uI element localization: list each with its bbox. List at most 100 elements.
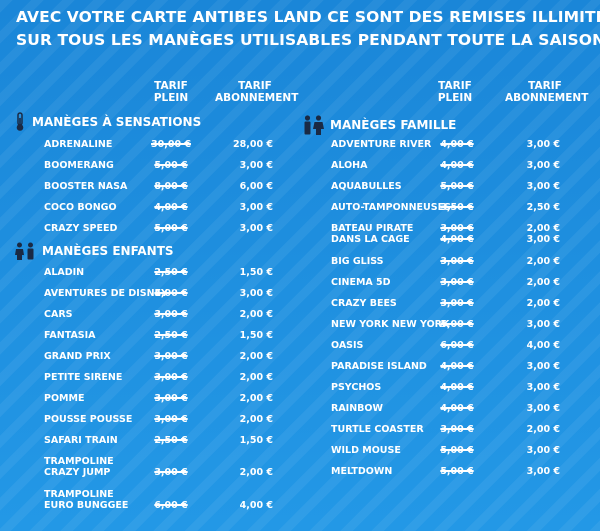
price-row: BOOMERANG 5,00 € 3,00 € — [44, 160, 273, 171]
ride-name-line: TRAMPOLINE — [44, 489, 114, 500]
ride-name: RAINBOW — [331, 403, 383, 414]
header-line-2: SUR TOUS LES MANÈGES UTILISABLES PENDANT… — [16, 31, 600, 49]
ride-name-line: ADRENALINE — [44, 139, 113, 150]
ride-name-line: BOOMERANG — [44, 160, 114, 171]
tarif-plein-price: 8,00 € — [154, 181, 188, 192]
ride-name-line: PETITE SIRENE — [44, 372, 123, 383]
price-row: AUTO-TAMPONNEUSES 3,50 € 2,50 € — [331, 202, 560, 213]
ride-name: ALOHA — [331, 160, 367, 171]
tarif-abonnement-price: 3,00 € — [526, 160, 560, 171]
tarif-plein-price: 2,50 € — [154, 330, 188, 341]
ride-name-line: SAFARI TRAIN — [44, 435, 118, 446]
price-row: POMME 3,00 € 2,00 € — [44, 393, 273, 404]
ride-name-line: ADVENTURE RIVER — [331, 139, 432, 150]
ride-name-line: EURO BUNGGEE — [44, 500, 129, 511]
ride-name: AUTO-TAMPONNEUSES — [331, 202, 451, 213]
tarif-abonnement-price: 28,00 € — [233, 139, 273, 150]
family-icon — [302, 115, 324, 135]
ride-name: CRAZY BEES — [331, 298, 397, 309]
ride-name-line: GRAND PRIX — [44, 351, 111, 362]
tarif-abonnement-price: 3,00 € — [526, 319, 560, 330]
ride-name: BOOMERANG — [44, 160, 114, 171]
tarif-plein-price: 3,00 € — [154, 309, 188, 320]
children-icon — [14, 242, 36, 260]
tarif-abonnement-price: 3,00 € — [239, 160, 273, 171]
tarif-abonnement-price: 3,00 € — [526, 382, 560, 393]
tarif-abonnement-price: 2,00 € — [526, 277, 560, 288]
price-row: ALOHA 4,00 € 3,00 € — [331, 160, 560, 171]
ride-name: BIG GLISS — [331, 256, 384, 267]
ride-name: TRAMPOLINE CRAZY JUMP — [44, 456, 114, 478]
ride-name-line: POUSSE POUSSE — [44, 414, 133, 425]
tarif-plein-price: 4,00 € — [440, 403, 474, 414]
tarif-plein-price: 5,00 € — [154, 160, 188, 171]
price-row: TURTLE COASTER 3,00 € 2,00 € — [331, 424, 560, 435]
ride-name-line: PARADISE ISLAND — [331, 361, 427, 372]
column-header-tarif-plein-left: TARIF PLEIN — [153, 80, 189, 104]
tarif-plein-price: 5,00 € — [440, 445, 474, 456]
price-row: ADRENALINE 30,00 € 28,00 € — [44, 139, 273, 150]
ride-name: ADRENALINE — [44, 139, 112, 150]
ride-name-line: DANS LA CAGE — [331, 234, 410, 245]
tarif-abonnement-price: 3,00 € — [526, 445, 560, 456]
ride-name-line: WILD MOUSE — [331, 445, 401, 456]
ride-name: COCO BONGO — [44, 202, 117, 213]
ride-name-line: POMME — [44, 393, 85, 404]
ride-name: GRAND PRIX — [44, 351, 111, 362]
price-row: BOOSTER NASA 8,00 € 6,00 € — [44, 181, 273, 192]
price-row: POUSSE POUSSE 3,00 € 2,00 € — [44, 414, 273, 425]
price-row: CARS 3,00 € 2,00 € — [44, 309, 273, 320]
tarif-abonnement-price: 1,50 € — [239, 330, 273, 341]
tarif-abonnement-price: 3,00 € — [526, 361, 560, 372]
tarif-plein-price: 2,50 € — [154, 267, 188, 278]
ride-name: SAFARI TRAIN — [44, 435, 118, 446]
tarif-plein-price: 3,00 € — [154, 372, 188, 383]
tarif-abonnement-price: 2,50 € — [526, 202, 560, 213]
tarif-plein-price: 4,00 € — [440, 382, 474, 393]
tarif-plein-price: 5,00 € — [440, 466, 474, 477]
column-header-tarif-abonnement-right: TARIF ABONNEMENT — [505, 80, 589, 104]
tarif-abonnement-price: 2,00 € — [526, 298, 560, 309]
ride-name-line: ALADIN — [44, 267, 85, 278]
tarif-plein-price: 4,00 € — [440, 234, 474, 245]
tarif-plein-price: 4,00 € — [154, 202, 188, 213]
ride-name: ADVENTURE RIVER — [331, 139, 431, 150]
ride-name-line: TURTLE COASTER — [331, 424, 424, 435]
tarif-plein-price: 5,00 € — [440, 181, 474, 192]
ride-name: OASIS — [331, 340, 363, 351]
price-row: TRAMPOLINE EURO BUNGGEE 6,00 € 4,00 € — [44, 489, 273, 511]
tarif-abonnement-price: 3,00 € — [526, 139, 560, 150]
tarif-plein-price: 3,00 € — [154, 467, 188, 478]
tarif-abonnement-price: 3,00 € — [239, 223, 273, 234]
ride-name-line: MELTDOWN — [331, 466, 393, 477]
ride-name-line: AVENTURES DE DISNEY — [44, 288, 168, 299]
ride-name-line: CRAZY SPEED — [44, 223, 118, 234]
price-row: BATEAU PIRATE DANS LA CAGE 3,00 €2,00 €4,0… — [331, 223, 560, 245]
tarif-abonnement-price: 2,00 € — [239, 351, 273, 362]
ride-name-line: NEW YORK NEW YORK — [331, 319, 450, 330]
ride-name: POMME — [44, 393, 84, 404]
tarif-plein-price: 4,00 € — [440, 361, 474, 372]
ride-name-line: TRAMPOLINE — [44, 456, 114, 467]
price-row: ALADIN 2,50 € 1,50 € — [44, 267, 273, 278]
price-row: NEW YORK NEW YORK 5,00 € 3,00 € — [331, 319, 560, 330]
tarif-abonnement-price: 3,00 € — [526, 234, 560, 245]
price-row: CRAZY SPEED 5,00 € 3,00 € — [44, 223, 273, 234]
ride-name: AQUABULLES — [331, 181, 402, 192]
tarif-plein-price: 6,00 € — [154, 500, 188, 511]
tarif-plein-price: 30,00 € — [151, 139, 191, 150]
ride-name: MELTDOWN — [331, 466, 392, 477]
price-row: SAFARI TRAIN 2,50 € 1,50 € — [44, 435, 273, 446]
price-row: RAINBOW 4,00 € 3,00 € — [331, 403, 560, 414]
price-row: COCO BONGO 4,00 € 3,00 € — [44, 202, 273, 213]
price-row: PARADISE ISLAND 4,00 € 3,00 € — [331, 361, 560, 372]
ride-name: NEW YORK NEW YORK — [331, 319, 449, 330]
ride-name: CINEMA 5D — [331, 277, 391, 288]
price-row: AVENTURES DE DISNEY 4,00 € 3,00 € — [44, 288, 273, 299]
ride-name: BATEAU PIRATE DANS LA CAGE — [331, 223, 413, 245]
ride-name: POUSSE POUSSE — [44, 414, 132, 425]
tarif-plein-price: 4,00 € — [440, 160, 474, 171]
tarif-abonnement-price: 1,50 € — [239, 435, 273, 446]
ride-name-line: BIG GLISS — [331, 256, 384, 267]
price-row: PETITE SIRENE 3,00 € 2,00 € — [44, 372, 273, 383]
